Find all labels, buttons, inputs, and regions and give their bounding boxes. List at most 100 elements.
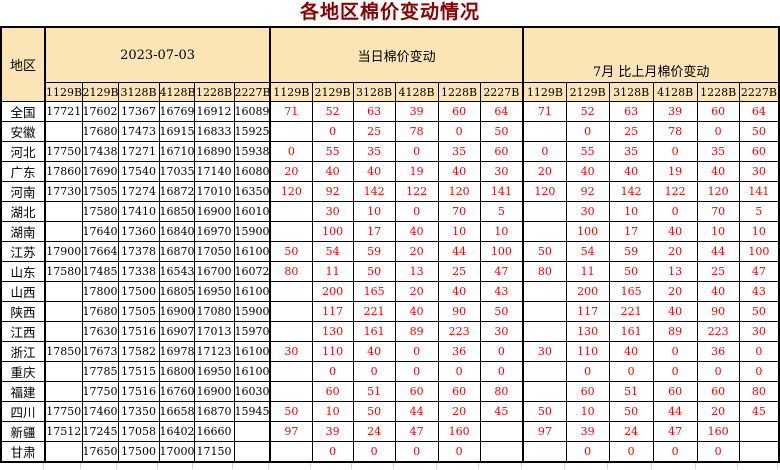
price-cell[interactable]: 16658 <box>158 401 195 422</box>
daily-change-cell[interactable]: 122 <box>394 181 439 202</box>
price-cell[interactable]: 16978 <box>158 341 195 362</box>
price-cell[interactable]: 17460 <box>81 401 119 422</box>
daily-change-cell[interactable]: 0 <box>352 441 396 463</box>
monthly-change-cell[interactable]: 40 <box>608 161 654 182</box>
daily-change-cell[interactable]: 0 <box>311 361 354 382</box>
daily-change-cell[interactable]: 55 <box>311 141 354 162</box>
monthly-change-cell[interactable]: 20 <box>696 401 740 422</box>
monthly-change-cell[interactable]: 0 <box>652 441 698 463</box>
region-cell[interactable]: 四川 <box>0 401 46 422</box>
price-cell[interactable]: 17080 <box>193 301 235 322</box>
daily-change-cell[interactable]: 90 <box>437 301 481 322</box>
price-cell[interactable]: 17900 <box>44 241 83 262</box>
daily-change-cell[interactable] <box>269 221 313 242</box>
monthly-change-cell[interactable]: 25 <box>608 121 654 142</box>
daily-change-cell[interactable]: 60 <box>437 101 481 122</box>
grade-header-cell[interactable]: 3128B <box>608 82 654 102</box>
daily-change-cell[interactable]: 40 <box>437 161 481 182</box>
grade-header-cell[interactable]: 1129B <box>522 82 567 102</box>
daily-change-cell[interactable]: 60 <box>479 141 524 162</box>
monthly-change-cell[interactable]: 20 <box>522 161 567 182</box>
price-cell[interactable]: 17150 <box>193 441 235 463</box>
daily-change-cell[interactable]: 221 <box>352 301 396 322</box>
region-cell[interactable]: 山西 <box>0 281 46 302</box>
price-cell[interactable]: 16100 <box>233 281 271 302</box>
price-cell[interactable]: 17000 <box>158 441 195 463</box>
monthly-change-cell[interactable]: 0 <box>565 361 610 382</box>
daily-change-cell[interactable]: 200 <box>311 281 354 302</box>
monthly-change-cell[interactable] <box>522 121 567 142</box>
daily-change-cell[interactable]: 54 <box>311 241 354 262</box>
price-cell[interactable]: 16900 <box>158 301 195 322</box>
daily-change-cell[interactable]: 40 <box>311 161 354 182</box>
daily-change-cell[interactable]: 160 <box>437 421 481 442</box>
monthly-change-cell[interactable]: 90 <box>696 301 740 322</box>
daily-change-cell[interactable] <box>269 381 313 402</box>
price-cell[interactable]: 15938 <box>233 141 271 162</box>
daily-change-cell[interactable]: 11 <box>311 261 354 282</box>
group-header-monthly-change[interactable]: 7月 比上月棉价变动 <box>522 26 780 83</box>
price-cell[interactable]: 17367 <box>117 101 160 122</box>
monthly-change-cell[interactable] <box>522 201 567 222</box>
monthly-change-cell[interactable]: 0 <box>738 341 780 362</box>
daily-change-cell[interactable]: 100 <box>311 221 354 242</box>
region-cell[interactable]: 江苏 <box>0 241 46 262</box>
daily-change-cell[interactable]: 50 <box>352 401 396 422</box>
daily-change-cell[interactable]: 39 <box>311 421 354 442</box>
daily-change-cell[interactable]: 40 <box>437 281 481 302</box>
monthly-change-cell[interactable]: 0 <box>608 361 654 382</box>
daily-change-cell[interactable]: 80 <box>479 381 524 402</box>
price-cell[interactable] <box>44 301 83 322</box>
daily-change-cell[interactable]: 110 <box>311 341 354 362</box>
price-cell[interactable]: 16900 <box>193 381 235 402</box>
daily-change-cell[interactable]: 60 <box>394 381 439 402</box>
price-cell[interactable]: 17582 <box>117 341 160 362</box>
daily-change-cell[interactable]: 89 <box>394 321 439 342</box>
price-cell[interactable] <box>233 421 271 442</box>
group-header-daily-change[interactable]: 当日棉价变动 <box>269 26 524 83</box>
daily-change-cell[interactable]: 223 <box>437 321 481 342</box>
price-cell[interactable]: 16915 <box>158 121 195 142</box>
daily-change-cell[interactable]: 40 <box>352 341 396 362</box>
daily-change-cell[interactable]: 97 <box>269 421 313 442</box>
region-header-cell[interactable]: 地区 <box>0 26 46 102</box>
grade-header-cell[interactable]: 1129B <box>44 82 83 102</box>
daily-change-cell[interactable]: 120 <box>269 181 313 202</box>
monthly-change-cell[interactable]: 10 <box>608 201 654 222</box>
region-cell[interactable]: 湖北 <box>0 201 46 222</box>
monthly-change-cell[interactable] <box>522 321 567 342</box>
region-cell[interactable]: 河北 <box>0 141 46 162</box>
daily-change-cell[interactable]: 120 <box>437 181 481 202</box>
region-cell[interactable]: 福建 <box>0 381 46 402</box>
price-cell[interactable] <box>44 441 83 463</box>
price-cell[interactable]: 17338 <box>117 261 160 282</box>
monthly-change-cell[interactable]: 60 <box>565 381 610 402</box>
monthly-change-cell[interactable]: 47 <box>652 421 698 442</box>
monthly-change-cell[interactable]: 89 <box>652 321 698 342</box>
daily-change-cell[interactable]: 50 <box>269 241 313 262</box>
price-cell[interactable] <box>44 201 83 222</box>
daily-change-cell[interactable]: 63 <box>352 101 396 122</box>
daily-change-cell[interactable] <box>269 361 313 382</box>
grade-header-cell[interactable]: 2227B <box>233 82 271 102</box>
daily-change-cell[interactable]: 71 <box>269 101 313 122</box>
price-cell[interactable]: 16907 <box>158 321 195 342</box>
price-cell[interactable]: 17640 <box>81 221 119 242</box>
daily-change-cell[interactable]: 47 <box>394 421 439 442</box>
monthly-change-cell[interactable]: 39 <box>652 101 698 122</box>
price-cell[interactable]: 17650 <box>81 441 119 463</box>
monthly-change-cell[interactable]: 0 <box>696 361 740 382</box>
daily-change-cell[interactable]: 0 <box>437 121 481 142</box>
monthly-change-cell[interactable]: 40 <box>696 161 740 182</box>
grade-header-cell[interactable]: 2129B <box>565 82 610 102</box>
daily-change-cell[interactable]: 50 <box>479 121 524 142</box>
monthly-change-cell[interactable]: 55 <box>565 141 610 162</box>
price-cell[interactable] <box>44 281 83 302</box>
price-cell[interactable]: 17245 <box>81 421 119 442</box>
daily-change-cell[interactable]: 20 <box>394 241 439 262</box>
daily-change-cell[interactable]: 59 <box>352 241 396 262</box>
monthly-change-cell[interactable]: 39 <box>565 421 610 442</box>
price-cell[interactable]: 17050 <box>193 241 235 262</box>
monthly-change-cell[interactable]: 10 <box>738 221 780 242</box>
price-cell[interactable]: 16100 <box>233 361 271 382</box>
